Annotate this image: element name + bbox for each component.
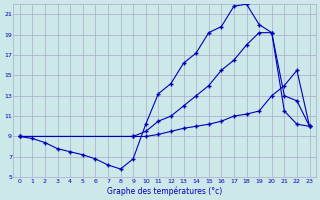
X-axis label: Graphe des températures (°c): Graphe des températures (°c) [107,186,222,196]
